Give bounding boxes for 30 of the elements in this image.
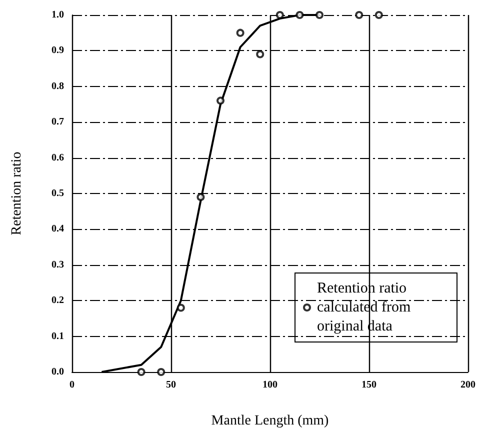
x-axis-title: Mantle Length (mm) — [211, 414, 330, 428]
x-tick-label: 200 — [460, 380, 476, 390]
point — [196, 193, 205, 202]
y-tick-label: 0.2 — [52, 295, 64, 306]
point — [236, 28, 244, 37]
x-tick-label: 100 — [262, 380, 278, 390]
point — [176, 304, 185, 312]
y-tick-label: 0.8 — [52, 80, 64, 92]
point — [296, 11, 304, 19]
point — [276, 11, 284, 19]
point — [157, 368, 166, 376]
y-tick-label: 0.9 — [52, 45, 64, 56]
point — [137, 368, 146, 376]
x-tick-label: 150 — [362, 380, 376, 390]
y-tick-label: 0.4 — [52, 224, 64, 235]
y-axis-title: Retention ratio — [10, 152, 24, 236]
y-tick-label: 0.6 — [52, 152, 64, 164]
y-tick-label: 0.7 — [52, 116, 64, 128]
x-tick-label: 50 — [166, 380, 176, 390]
y-tick-label: 0.1 — [52, 330, 64, 342]
y-tick-label: 1.0 — [52, 10, 64, 20]
point — [355, 11, 364, 19]
y-tick-label: 0.5 — [52, 188, 64, 199]
point — [316, 11, 324, 19]
point — [374, 11, 383, 19]
x-tick-label: 0 — [70, 380, 74, 390]
point — [216, 96, 224, 105]
y-tick-label: 0.3 — [52, 259, 64, 270]
y-tick-label: 0.0 — [52, 366, 64, 378]
point — [256, 50, 264, 58]
